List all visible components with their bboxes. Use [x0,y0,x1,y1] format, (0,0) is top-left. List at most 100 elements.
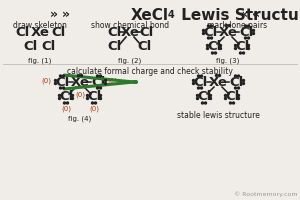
Circle shape [235,45,236,46]
Circle shape [200,87,202,89]
Circle shape [230,102,232,104]
Circle shape [212,52,214,54]
Text: mark lone pairs: mark lone pairs [207,21,267,30]
Circle shape [209,95,211,97]
Circle shape [242,52,244,54]
Circle shape [208,25,209,27]
Circle shape [232,102,235,104]
Text: »: » [62,8,70,21]
Text: XeCl: XeCl [131,8,169,23]
Circle shape [220,47,221,49]
Text: (0): (0) [61,106,71,112]
Text: »: » [50,8,58,21]
Text: Cl: Cl [139,25,153,38]
Circle shape [71,98,74,99]
Circle shape [218,74,220,76]
Circle shape [248,45,250,46]
Circle shape [242,82,244,84]
Circle shape [238,98,239,99]
Circle shape [235,87,236,89]
Circle shape [239,52,242,54]
Circle shape [226,24,227,26]
Circle shape [238,75,239,77]
Circle shape [71,95,74,97]
Text: Cl: Cl [207,40,221,53]
Circle shape [55,79,56,82]
Text: (0): (0) [107,78,117,84]
Text: Xe: Xe [208,75,227,88]
Circle shape [253,32,254,34]
Text: Xe: Xe [121,25,140,38]
Circle shape [55,82,56,84]
Text: Xe: Xe [219,25,237,38]
Text: (0): (0) [41,78,51,84]
Circle shape [86,95,88,97]
Circle shape [211,25,212,27]
Circle shape [62,87,64,89]
Circle shape [94,102,97,104]
Circle shape [197,75,200,77]
Text: Cl: Cl [203,25,217,38]
Text: stable lewis structure: stable lewis structure [177,111,260,120]
Text: Cl: Cl [87,90,101,104]
Circle shape [86,98,88,99]
Circle shape [59,87,62,89]
Text: fig. (4): fig. (4) [68,115,92,121]
Circle shape [104,82,106,84]
Text: Cl: Cl [55,75,69,88]
Circle shape [248,47,250,49]
Circle shape [64,102,65,104]
Circle shape [244,25,247,27]
Text: Cl: Cl [51,25,65,38]
Text: © Rootmemory.com: © Rootmemory.com [235,191,298,197]
Circle shape [224,95,226,97]
Text: Cl: Cl [92,75,106,88]
Text: Cl: Cl [235,40,249,53]
Circle shape [211,37,212,39]
Text: Cl: Cl [240,25,254,38]
Circle shape [97,87,98,89]
Circle shape [235,47,236,49]
Text: Cl: Cl [230,75,244,88]
Circle shape [100,75,101,77]
Circle shape [253,29,254,31]
Circle shape [224,98,226,99]
Text: Cl: Cl [15,25,29,38]
Circle shape [238,95,239,97]
Circle shape [220,45,221,46]
Text: «: « [240,8,248,21]
Text: show chemical bond: show chemical bond [91,21,169,30]
Text: Xe: Xe [70,75,89,88]
Text: Xe: Xe [31,25,50,38]
Circle shape [197,87,200,89]
Circle shape [205,102,206,104]
Circle shape [100,98,101,99]
Circle shape [248,25,250,27]
Circle shape [215,74,217,76]
Text: draw skeleton: draw skeleton [13,21,67,30]
Circle shape [202,102,203,104]
Text: (0): (0) [89,106,99,112]
Circle shape [229,24,230,26]
Circle shape [193,82,194,84]
Circle shape [67,102,68,104]
Text: Cl: Cl [225,90,239,104]
Circle shape [208,37,209,39]
Circle shape [196,95,199,97]
Text: Cl: Cl [193,75,207,88]
Circle shape [206,45,208,46]
Text: calculate formal charge and check stability: calculate formal charge and check stabil… [67,67,233,76]
Circle shape [104,79,106,82]
Text: Cl: Cl [107,25,121,38]
Circle shape [244,37,247,39]
Circle shape [206,47,208,49]
Circle shape [80,74,83,76]
Circle shape [235,75,236,77]
Text: Cl: Cl [138,40,152,53]
Circle shape [214,52,217,54]
Circle shape [202,29,205,31]
Circle shape [248,37,250,39]
Circle shape [58,95,61,97]
Circle shape [202,32,205,34]
Circle shape [209,98,211,99]
